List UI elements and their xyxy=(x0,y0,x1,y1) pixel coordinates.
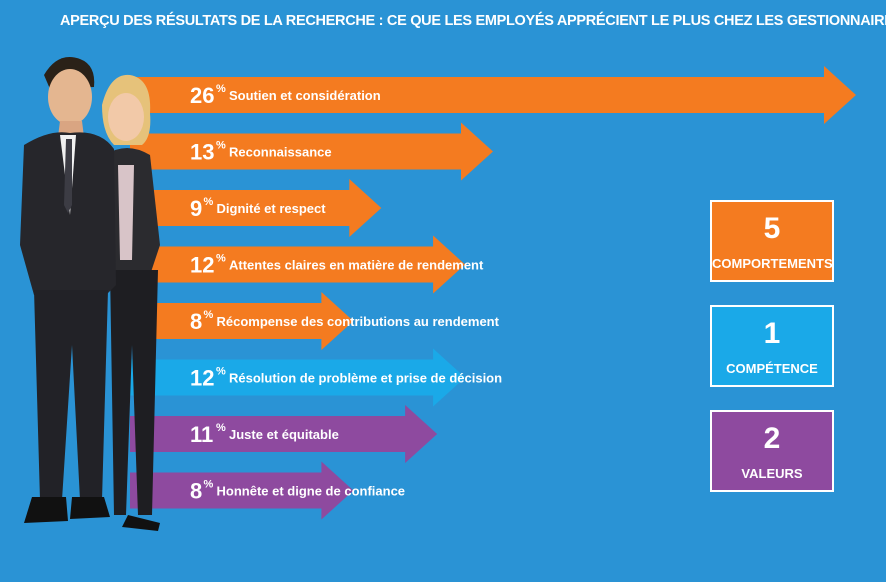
summary-number: 2 xyxy=(763,422,781,455)
category-label: Soutien et considération xyxy=(229,88,381,103)
arrow-row: 8% Honnête et digne de confiance xyxy=(130,461,406,520)
arrow-bar xyxy=(130,66,856,124)
arrow-bar xyxy=(130,122,493,181)
value-label: 12 xyxy=(190,366,214,391)
unit-label: % xyxy=(204,479,214,491)
summary-number: 1 xyxy=(763,317,781,350)
arrow-row: 13% Reconnaissance xyxy=(130,122,493,181)
page-title: APERÇU DES RÉSULTATS DE LA RECHERCHE : C… xyxy=(60,13,886,29)
man-figure xyxy=(20,57,116,523)
value-label: 8 xyxy=(190,479,202,504)
value-label: 9 xyxy=(190,196,202,221)
category-label: Honnête et digne de confiance xyxy=(217,484,406,499)
people-illustration xyxy=(20,57,160,531)
arrow-row: 8% Récompense des contributions au rendem… xyxy=(130,292,500,350)
summary-label: COMPORTEMENTS xyxy=(712,256,833,271)
unit-label: % xyxy=(204,196,214,208)
summary-label: VALEURS xyxy=(741,466,803,481)
arrow-bar xyxy=(130,292,354,350)
category-label: Juste et équitable xyxy=(229,427,339,442)
arrow-row: 12% Attentes claires en matière de rendem… xyxy=(130,235,484,294)
category-label: Résolution de problème et prise de décis… xyxy=(229,371,502,386)
arrow-row: 12% Résolution de problème et prise de dé… xyxy=(130,348,502,407)
value-label: 12 xyxy=(190,253,214,278)
arrow-bar xyxy=(130,235,466,294)
category-label: Dignité et respect xyxy=(217,201,327,216)
arrow-row: 9% Dignité et respect xyxy=(130,179,382,237)
arrow-row: 11% Juste et équitable xyxy=(130,405,438,463)
category-label: Reconnaissance xyxy=(229,145,332,160)
summary-box-competence: 1 COMPÉTENCE xyxy=(710,305,834,387)
summary-box-behaviors: 5 COMPORTEMENTS xyxy=(710,200,834,282)
arrow-bar xyxy=(130,179,382,237)
unit-label: % xyxy=(204,309,214,321)
summary-label: COMPÉTENCE xyxy=(726,361,818,376)
unit-label: % xyxy=(216,83,226,95)
value-label: 13 xyxy=(190,140,214,165)
value-label: 11 xyxy=(190,422,213,447)
unit-label: % xyxy=(216,140,226,152)
arrow-bar xyxy=(130,348,466,407)
unit-label: % xyxy=(216,422,226,434)
unit-label: % xyxy=(216,366,226,378)
summary-box-values: 2 VALEURS xyxy=(710,410,834,492)
value-label: 26 xyxy=(190,83,214,108)
unit-label: % xyxy=(216,253,226,265)
arrow-bar xyxy=(130,461,354,520)
woman-figure xyxy=(102,74,160,531)
value-label: 8 xyxy=(190,309,202,334)
category-label: Attentes claires en matière de rendement xyxy=(229,258,484,273)
category-label: Récompense des contributions au rendemen… xyxy=(217,314,500,329)
arrow-row: 26% Soutien et considération xyxy=(130,66,856,124)
arrow-bar xyxy=(130,405,438,463)
summary-number: 5 xyxy=(763,212,781,245)
